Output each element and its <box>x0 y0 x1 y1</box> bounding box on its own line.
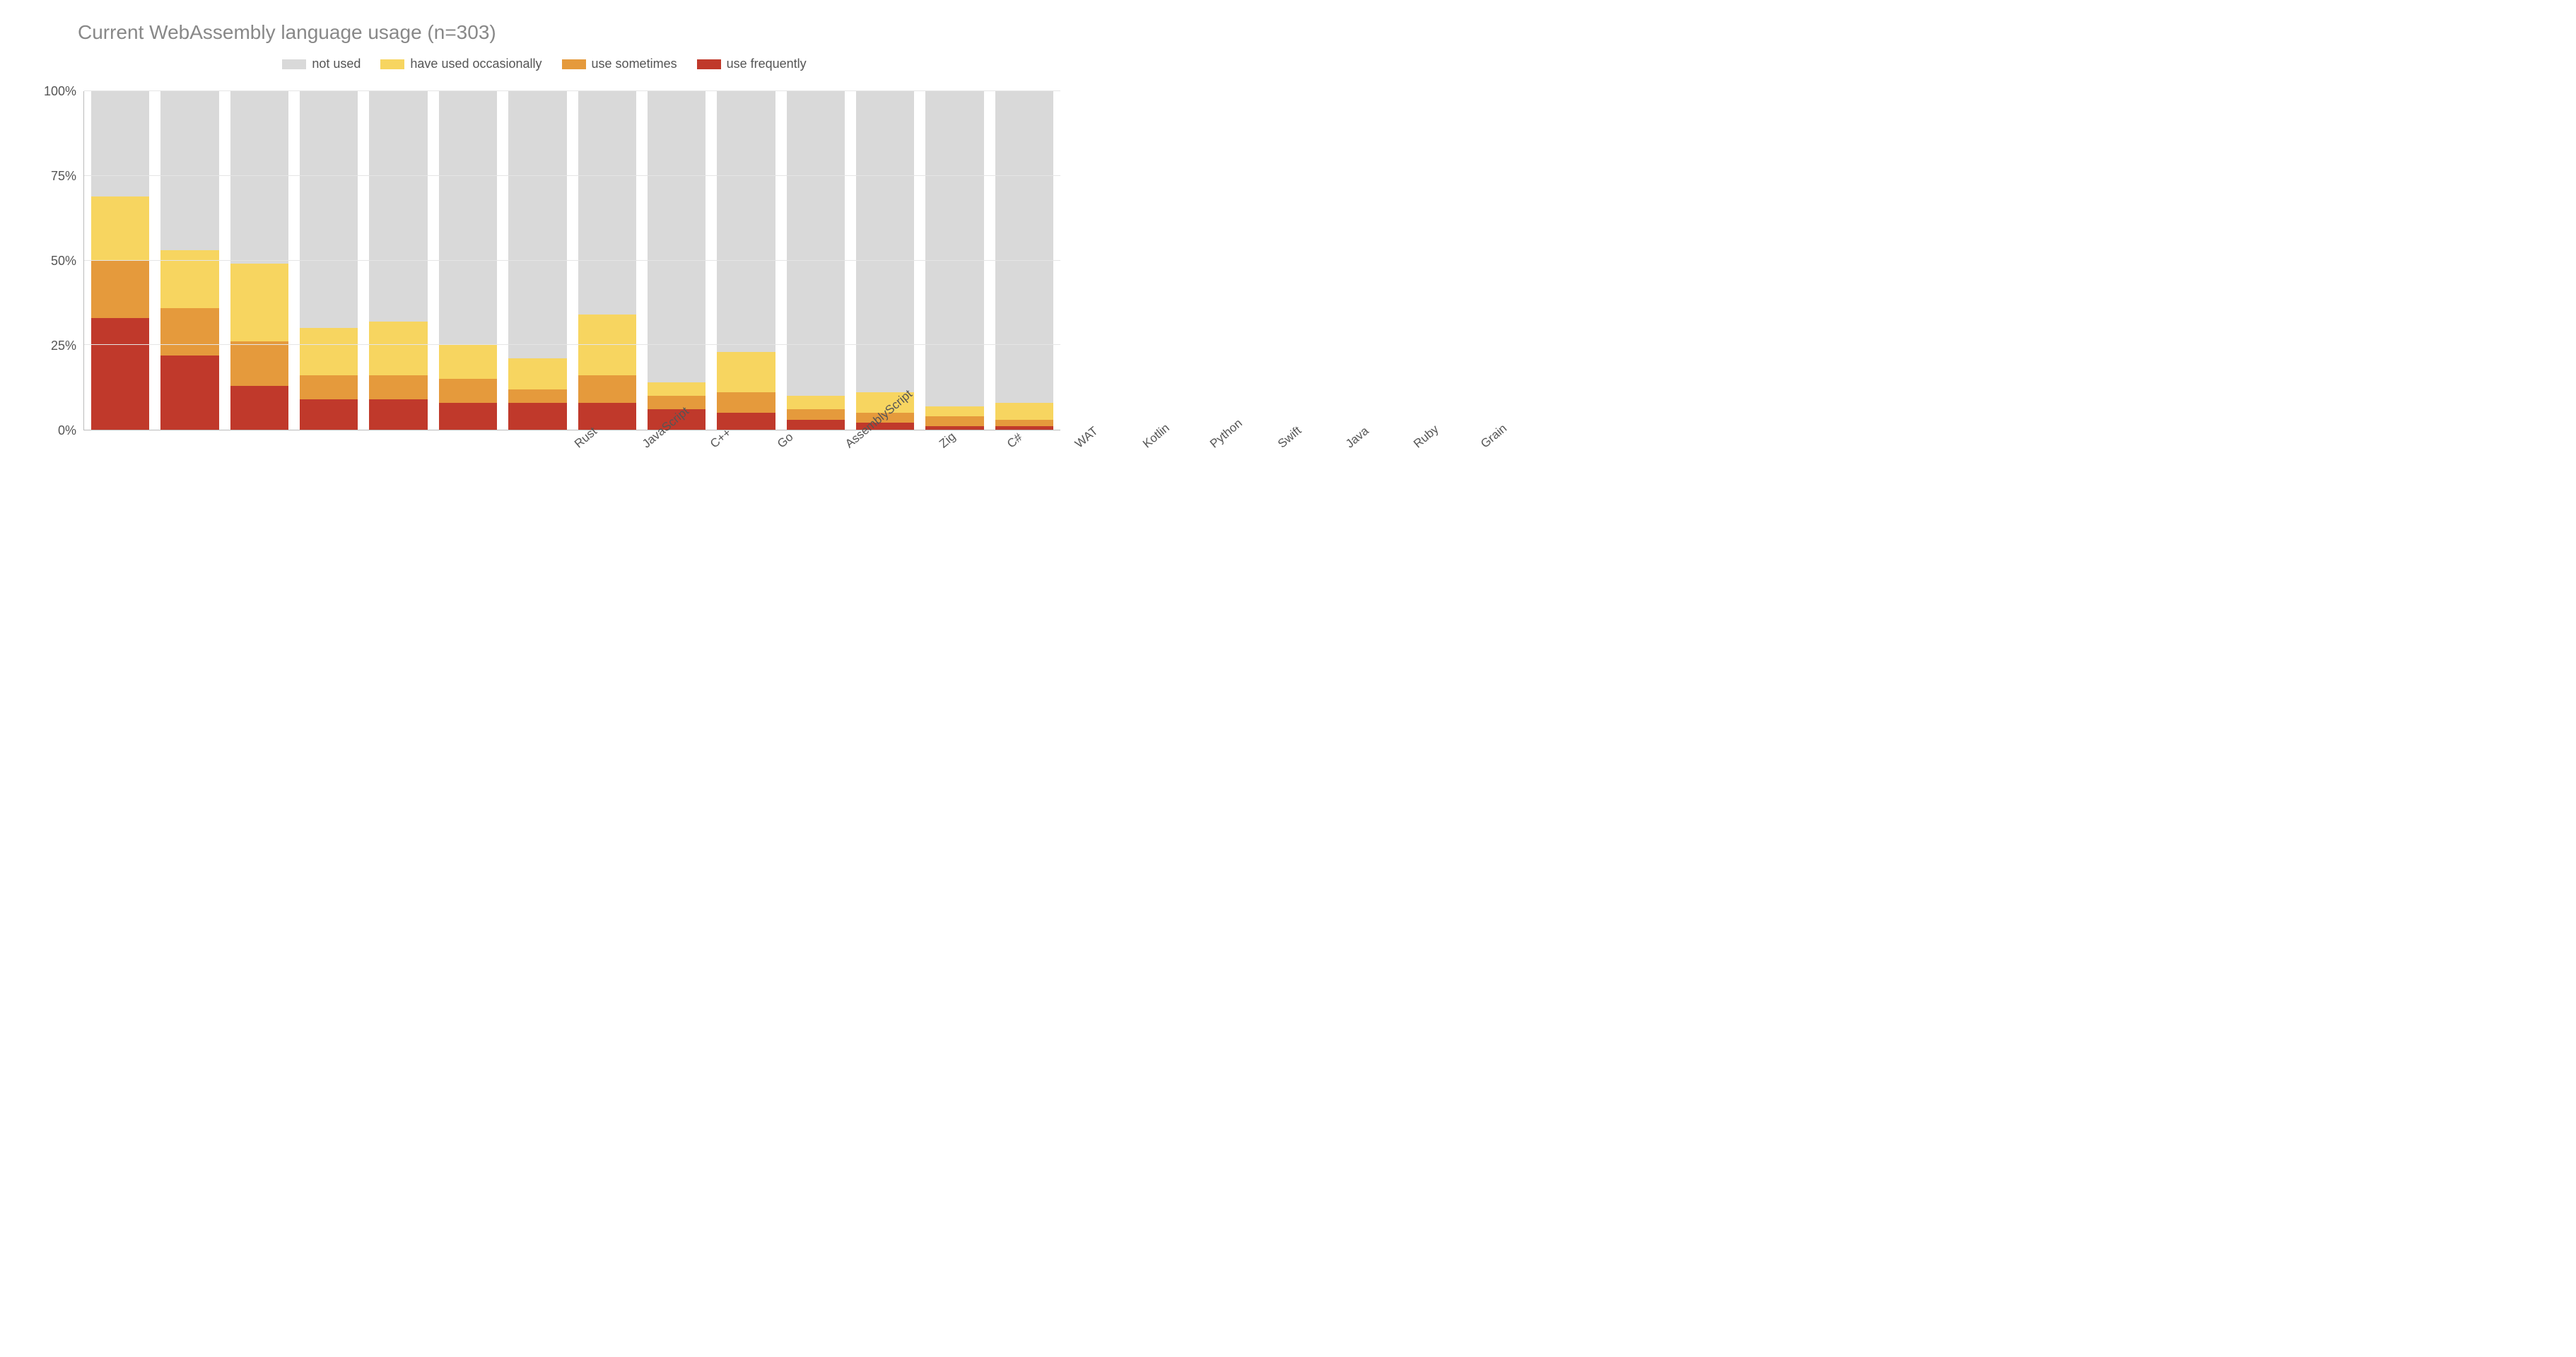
gridline <box>84 344 1060 345</box>
bar <box>717 91 775 430</box>
legend-label: use frequently <box>727 57 807 71</box>
bar-segment-occasionally <box>230 264 288 341</box>
bar-segment-occasionally <box>717 352 775 392</box>
legend-swatch <box>562 59 586 69</box>
bar-segment-sometimes <box>230 341 288 385</box>
bar-segment-frequently <box>508 403 566 430</box>
x-label: WAT <box>1072 404 1125 452</box>
x-label: Swift <box>1275 404 1328 452</box>
bar <box>925 91 983 430</box>
bar-segment-frequently <box>230 386 288 430</box>
bar <box>856 91 914 430</box>
bar <box>578 91 636 430</box>
bar-segment-occasionally <box>578 315 636 375</box>
bar <box>300 91 358 430</box>
bar-segment-sometimes <box>439 379 497 403</box>
bar-segment-sometimes <box>160 308 218 356</box>
bar-segment-sometimes <box>578 375 636 402</box>
x-label: Java <box>1343 404 1395 452</box>
bar-segment-occasionally <box>508 358 566 389</box>
bar-segment-not_used <box>787 91 845 396</box>
bar <box>508 91 566 430</box>
legend: not used have used occasionally use someti… <box>28 57 1060 71</box>
bar-segment-not_used <box>91 91 149 196</box>
x-label: Kotlin <box>1140 404 1193 452</box>
legend-item-sometimes: use sometimes <box>562 57 677 71</box>
legend-item-frequently: use frequently <box>697 57 807 71</box>
bar <box>439 91 497 430</box>
bar-segment-not_used <box>369 91 427 322</box>
x-label: Grain <box>1478 404 1530 452</box>
bar-segment-not_used <box>717 91 775 352</box>
bar-segment-sometimes <box>91 261 149 318</box>
y-axis: 100%75%50%25%0% <box>28 91 83 430</box>
legend-item-occasionally: have used occasionally <box>380 57 541 71</box>
bar-segment-sometimes <box>508 389 566 403</box>
bar <box>230 91 288 430</box>
plot-area: 100%75%50%25%0% <box>28 91 1060 430</box>
chart-title: Current WebAssembly language usage (n=30… <box>78 21 1060 44</box>
bar-segment-not_used <box>160 91 218 250</box>
legend-swatch <box>282 59 306 69</box>
bar-segment-not_used <box>578 91 636 315</box>
gridline <box>84 175 1060 176</box>
bar <box>369 91 427 430</box>
bar-segment-frequently <box>439 403 497 430</box>
bar-segment-sometimes <box>300 375 358 399</box>
bar-segment-occasionally <box>439 345 497 379</box>
bar <box>648 91 706 430</box>
legend-item-not_used: not used <box>282 57 361 71</box>
bar-segment-not_used <box>439 91 497 345</box>
legend-label: not used <box>312 57 361 71</box>
legend-label: use sometimes <box>592 57 677 71</box>
x-label: Ruby <box>1411 404 1463 452</box>
bar-segment-occasionally <box>300 328 358 375</box>
x-label: Python <box>1207 404 1260 452</box>
bar-segment-frequently <box>91 318 149 430</box>
bar-segment-sometimes <box>648 396 706 409</box>
bar-segment-not_used <box>230 91 288 264</box>
bar-segment-occasionally <box>160 250 218 307</box>
bar-segment-occasionally <box>648 382 706 396</box>
bar-segment-frequently <box>369 399 427 430</box>
bar-segment-frequently <box>300 399 358 430</box>
chart-container: Current WebAssembly language usage (n=30… <box>28 21 1060 529</box>
bar-segment-not_used <box>648 91 706 382</box>
bar-segment-frequently <box>160 356 218 430</box>
legend-swatch <box>380 59 404 69</box>
bar-segment-not_used <box>856 91 914 392</box>
bar <box>91 91 149 430</box>
bar-segment-sometimes <box>369 375 427 399</box>
plot <box>83 91 1060 430</box>
legend-label: have used occasionally <box>410 57 541 71</box>
x-axis: RustJavaScriptC++GoAssemblyScriptZigC#WA… <box>83 437 1060 452</box>
gridline <box>84 260 1060 261</box>
bar-segment-not_used <box>300 91 358 328</box>
bar-segment-occasionally <box>369 322 427 376</box>
gridline <box>84 90 1060 91</box>
bars-group <box>84 91 1060 430</box>
legend-swatch <box>697 59 721 69</box>
bar-segment-not_used <box>925 91 983 406</box>
bar-segment-not_used <box>508 91 566 358</box>
bar-segment-not_used <box>995 91 1053 403</box>
bar <box>160 91 218 430</box>
bar <box>787 91 845 430</box>
bar-segment-occasionally <box>91 196 149 261</box>
bar <box>995 91 1053 430</box>
